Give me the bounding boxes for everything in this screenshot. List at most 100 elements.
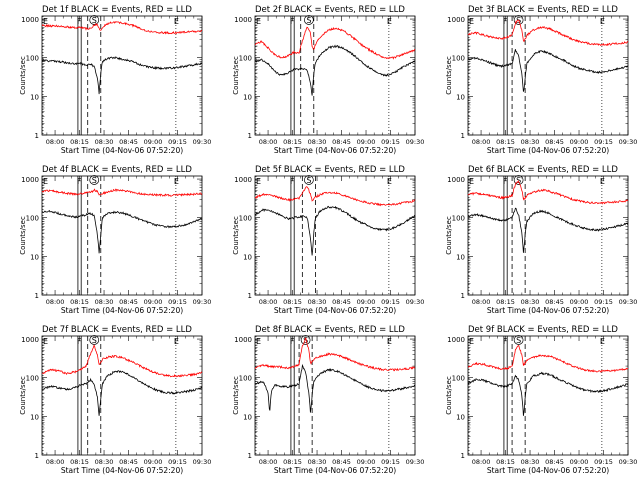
marker-s-label: S bbox=[92, 176, 97, 185]
x-tick-label: 08:30 bbox=[95, 298, 114, 306]
marker-e-right-label: E bbox=[174, 337, 179, 346]
x-axis-label: Start Time (04-Nov-06 07:52:20) bbox=[274, 466, 396, 475]
x-tick-label: 09:15 bbox=[168, 138, 187, 146]
x-axis-label: Start Time (04-Nov-06 07:52:20) bbox=[61, 146, 183, 155]
y-tick-label: 100 bbox=[26, 215, 39, 223]
chart-panel-4: Det 4f BLACK = Events, RED = LLD 1 10 100 10… bbox=[19, 165, 211, 315]
x-tick-label: 09:00 bbox=[570, 138, 589, 146]
y-axis-label: Counts/sec bbox=[232, 376, 240, 415]
x-tick-label: 09:00 bbox=[570, 298, 589, 306]
x-tick-label: 08:00 bbox=[472, 298, 491, 306]
y-axis-label: Counts/sec bbox=[19, 56, 27, 95]
y-axis-label: Counts/sec bbox=[232, 56, 240, 95]
chart-panel-3: Det 3f BLACK = Events, RED = LLD 1 10 100 10… bbox=[445, 5, 637, 155]
marker-s-circle bbox=[513, 15, 524, 25]
series-line-events bbox=[41, 209, 203, 254]
y-tick-label: 10 bbox=[243, 93, 252, 101]
series-line-lld bbox=[467, 19, 629, 47]
x-tick-label: 09:30 bbox=[619, 298, 638, 306]
y-tick-label: 1 bbox=[461, 292, 465, 300]
y-tick-label: 1000 bbox=[234, 336, 252, 344]
y-tick-label: 100 bbox=[452, 375, 465, 383]
y-tick-label: 1 bbox=[35, 292, 39, 300]
marker-f-label: F bbox=[503, 17, 508, 26]
x-tick-label: 09:00 bbox=[357, 458, 376, 466]
y-tick-label: 10 bbox=[243, 253, 252, 261]
chart-panel-9: Det 9f BLACK = Events, RED = LLD 1 10 100 10… bbox=[445, 325, 637, 475]
marker-e-left-label: E bbox=[256, 177, 261, 186]
series-line-lld bbox=[41, 20, 203, 35]
x-tick-label: 08:45 bbox=[332, 138, 351, 146]
y-tick-label: 1 bbox=[248, 292, 252, 300]
y-axis-label: Counts/sec bbox=[232, 216, 240, 255]
x-tick-label: 09:30 bbox=[619, 458, 638, 466]
marker-s-label: S bbox=[306, 176, 311, 185]
x-tick-label: 08:30 bbox=[521, 458, 540, 466]
x-tick-label: 09:30 bbox=[193, 458, 212, 466]
x-tick-label: 09:00 bbox=[357, 138, 376, 146]
marker-s-circle bbox=[89, 335, 100, 345]
x-axis-label: Start Time (04-Nov-06 07:52:20) bbox=[487, 306, 609, 315]
series-line-lld bbox=[467, 344, 629, 373]
series-line-events bbox=[41, 370, 203, 416]
marker-s-label: S bbox=[92, 16, 97, 25]
x-tick-label: 08:00 bbox=[472, 138, 491, 146]
x-tick-label: 08:00 bbox=[472, 458, 491, 466]
plot-frame bbox=[41, 175, 203, 296]
x-tick-label: 08:30 bbox=[95, 458, 114, 466]
marker-e-left-label: E bbox=[469, 337, 474, 346]
plot-frame bbox=[254, 15, 416, 136]
marker-e-left-label: E bbox=[43, 17, 48, 26]
y-axis-label: Counts/sec bbox=[19, 376, 27, 415]
y-tick-label: 100 bbox=[452, 55, 465, 63]
series-line-events bbox=[467, 207, 629, 253]
marker-s-circle bbox=[513, 175, 524, 185]
y-tick-label: 1000 bbox=[447, 336, 465, 344]
chart-title: Det 5f BLACK = Events, RED = LLD bbox=[255, 165, 405, 175]
y-tick-label: 10 bbox=[30, 413, 39, 421]
marker-e-left-label: E bbox=[43, 337, 48, 346]
x-tick-label: 09:15 bbox=[381, 138, 400, 146]
y-tick-label: 100 bbox=[239, 55, 252, 63]
x-tick-label: 09:15 bbox=[594, 298, 613, 306]
chart-panel-6: Det 6f BLACK = Events, RED = LLD 1 10 100 10… bbox=[445, 165, 637, 315]
series-line-lld bbox=[254, 26, 416, 60]
series-line-events bbox=[254, 44, 416, 96]
x-tick-label: 08:45 bbox=[119, 458, 138, 466]
marker-e-right-label: E bbox=[600, 337, 605, 346]
marker-f-label: F bbox=[290, 17, 295, 26]
series-line-events bbox=[255, 363, 416, 413]
x-tick-label: 08:45 bbox=[332, 298, 351, 306]
x-tick-label: 08:15 bbox=[496, 458, 515, 466]
marker-f-label: F bbox=[77, 177, 82, 186]
x-tick-label: 08:15 bbox=[283, 458, 302, 466]
series-line-events bbox=[467, 49, 629, 92]
plot-frame bbox=[41, 15, 203, 136]
series-line-lld bbox=[467, 180, 629, 205]
y-tick-label: 1 bbox=[35, 452, 39, 460]
marker-s-label: S bbox=[516, 336, 521, 345]
plot-frame bbox=[41, 335, 203, 456]
x-axis-label: Start Time (04-Nov-06 07:52:20) bbox=[61, 466, 183, 475]
y-tick-label: 100 bbox=[239, 375, 252, 383]
marker-f-label: F bbox=[290, 337, 295, 346]
marker-e-left-label: E bbox=[43, 177, 48, 186]
marker-s-circle bbox=[89, 15, 100, 25]
y-tick-label: 10 bbox=[456, 93, 465, 101]
marker-f-label: F bbox=[503, 177, 508, 186]
x-tick-label: 09:00 bbox=[357, 298, 376, 306]
marker-s-label: S bbox=[92, 336, 97, 345]
marker-e-right-label: E bbox=[387, 17, 392, 26]
marker-e-left-label: E bbox=[469, 17, 474, 26]
x-axis-label: Start Time (04-Nov-06 07:52:20) bbox=[274, 146, 396, 155]
series-line-events bbox=[254, 205, 416, 256]
plot-frame bbox=[254, 175, 416, 296]
x-tick-label: 08:00 bbox=[259, 298, 278, 306]
x-tick-label: 08:15 bbox=[70, 458, 89, 466]
chart-panel-7: Det 7f BLACK = Events, RED = LLD 1 10 100 10… bbox=[19, 325, 211, 475]
marker-e-right-label: E bbox=[174, 17, 179, 26]
marker-s-circle bbox=[89, 175, 100, 185]
y-tick-label: 1 bbox=[248, 452, 252, 460]
x-tick-label: 09:15 bbox=[168, 458, 187, 466]
marker-e-left-label: E bbox=[469, 177, 474, 186]
